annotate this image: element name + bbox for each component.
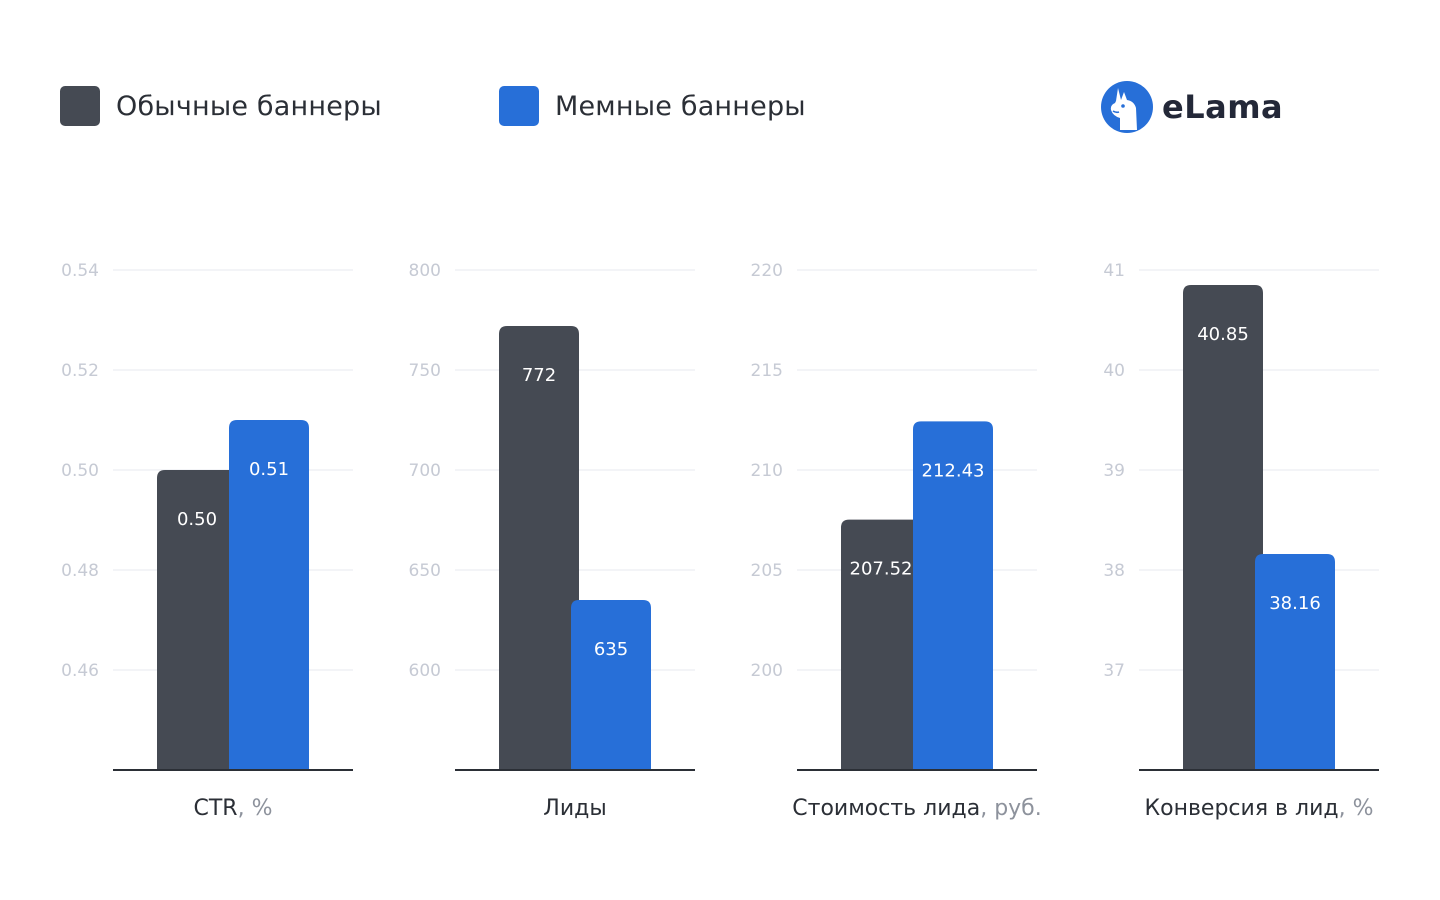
cost-tick-label: 205 [751,561,783,581]
legend-item-meme: Мемные баннеры [499,86,806,126]
cost-value-label-regular: 207.52 [850,559,913,580]
conversion-tick-label: 41 [1103,261,1125,281]
conversion-tick-label: 40 [1103,361,1125,381]
cost-tick-label: 210 [751,461,783,481]
axis-title-conversion: Конверсия в лид, % [1144,796,1374,821]
cost-tick-label: 220 [751,261,783,281]
leads-bar-meme [571,600,651,770]
legend-item-regular: Обычные баннеры [60,86,382,126]
conversion-value-label-meme: 38.16 [1269,593,1321,614]
cost-tick-label: 215 [751,361,783,381]
legend-label-meme: Мемные баннеры [555,90,806,122]
leads-tick-label: 750 [409,361,441,381]
leads-value-label-meme: 635 [594,639,628,660]
leads-tick-label: 800 [409,261,441,281]
ctr-bar-meme [229,420,309,770]
llama-icon [1101,81,1153,133]
ctr-value-label-meme: 0.51 [249,459,289,480]
axis-title-cost-unit: руб. [994,796,1042,821]
axis-title-ctr-unit: % [251,796,273,821]
conversion-tick-label: 38 [1103,561,1125,581]
axis-title-cost: Стоимость лида, руб. [792,796,1042,821]
conversion-bar-meme [1255,554,1335,770]
ctr-tick-label: 0.54 [61,261,99,281]
axis-title-conversion-unit: % [1352,796,1374,821]
cost-bar-meme [913,421,993,770]
conversion-bar-regular [1183,285,1263,770]
legend-swatch-meme [499,86,539,126]
axis-title-leads-label: Лиды [543,796,607,821]
legend-label-regular: Обычные баннеры [116,90,382,122]
brand-name: eLama [1162,88,1284,126]
cost-value-label-meme: 212.43 [922,460,985,481]
leads-tick-label: 700 [409,461,441,481]
ctr-tick-label: 0.46 [61,661,99,681]
ctr-tick-label: 0.48 [61,561,99,581]
axis-title-cost-label: Стоимость лида [792,796,981,821]
leads-tick-label: 600 [409,661,441,681]
ctr-value-label-regular: 0.50 [177,509,217,530]
ctr-tick-label: 0.50 [61,461,99,481]
axis-title-leads: Лиды [543,796,606,821]
conversion-value-label-regular: 40.85 [1197,324,1249,345]
axis-title-conversion-label: Конверсия в лид [1144,796,1339,821]
axis-title-ctr: CTR, % [193,796,273,821]
legend-swatch-regular [60,86,100,126]
conversion-tick-label: 37 [1103,661,1125,681]
conversion-tick-label: 39 [1103,461,1125,481]
brand-logo: eLama [1100,80,1283,134]
ctr-tick-label: 0.52 [61,361,99,381]
leads-tick-label: 650 [409,561,441,581]
ctr-bar-regular [157,470,237,770]
cost-bar-regular [841,519,921,770]
leads-bar-regular [499,326,579,770]
cost-tick-label: 200 [751,661,783,681]
leads-value-label-regular: 772 [522,365,556,386]
axis-title-ctr-label: CTR [193,796,238,821]
